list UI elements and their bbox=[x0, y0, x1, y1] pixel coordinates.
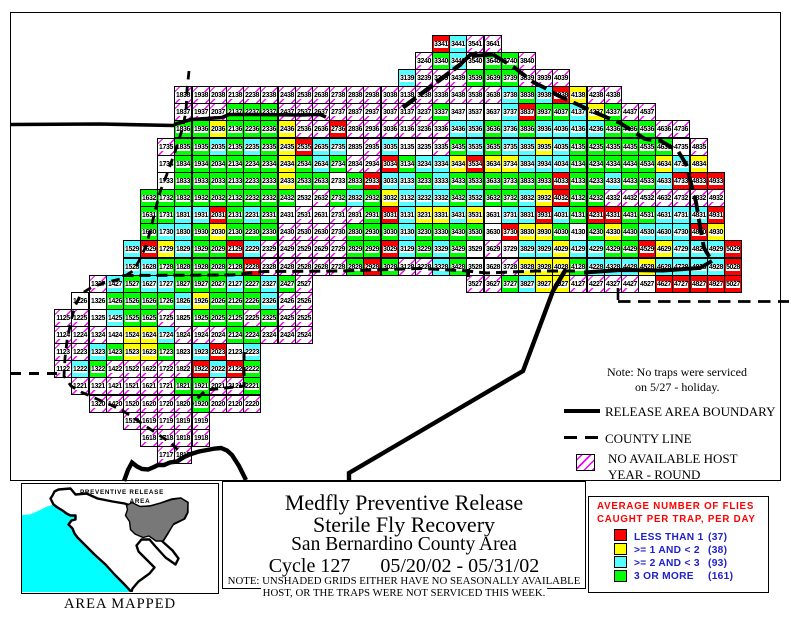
svg-text:PREVENTIVE RELEASE: PREVENTIVE RELEASE bbox=[80, 489, 164, 496]
svg-text:AREA: AREA bbox=[130, 498, 151, 505]
